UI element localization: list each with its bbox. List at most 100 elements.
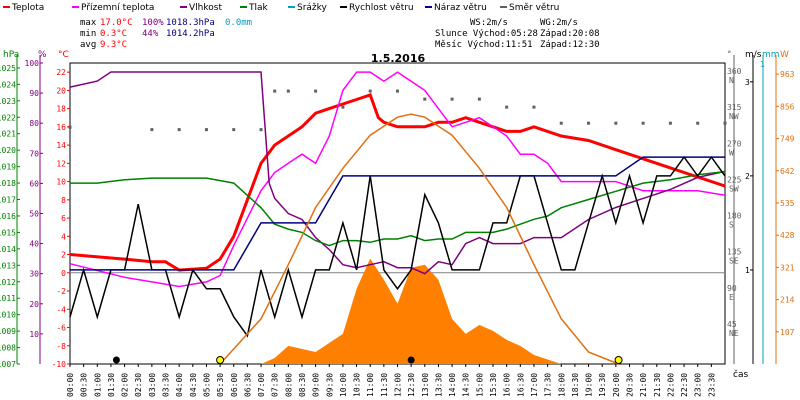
wind-direction-point — [668, 121, 672, 125]
time-tick-label: 15:00 — [475, 373, 484, 397]
stats-max-rain: 0.0mm — [225, 18, 252, 28]
legend-srazky: Srážky — [288, 3, 328, 13]
time-tick-label: 01:30 — [107, 373, 116, 397]
axis-wm2: 963 856 749 642 535 428 321 214 107 — [776, 70, 795, 337]
unit-mm: mm — [762, 50, 780, 60]
time-tick-label: 20:00 — [612, 373, 621, 397]
time-tick-label: 19:30 — [598, 373, 607, 397]
time-tick-label: 19:00 — [585, 373, 594, 397]
wind-direction-point — [450, 97, 454, 101]
time-tick-label: 08:00 — [284, 373, 293, 397]
wind-direction-point — [696, 121, 700, 125]
pct-tick-label: 30 — [29, 270, 39, 279]
svg-text:Směr větru: Směr větru — [509, 3, 559, 13]
ms-tick-label: 2 — [745, 172, 750, 181]
legend: Teplota Přízemní teplota Vlhkost Tlak Sr… — [3, 3, 559, 13]
time-tick-label: 07:30 — [271, 373, 280, 397]
hpa-tick-label: 1013 — [0, 261, 16, 270]
svg-text:Vlhkost: Vlhkost — [189, 3, 222, 13]
series-layer — [68, 71, 727, 365]
pct-tick-label: 90 — [29, 89, 39, 98]
wm2-tick-label: 856 — [780, 102, 795, 111]
wind-direction-point — [286, 89, 290, 93]
time-tick-label: 05:00 — [202, 373, 211, 397]
wind-direction-point — [177, 128, 181, 132]
hpa-tick-label: 1007 — [0, 360, 16, 369]
stats-block: max 17.0°C 100% 1018.3hPa 0.0mm min 0.3°… — [80, 18, 600, 50]
moon-marker — [407, 356, 415, 364]
stats-ws: WS:2m/s — [470, 18, 508, 28]
temp-tick-label: 2 — [61, 251, 66, 260]
time-tick-label: 18:30 — [571, 373, 580, 397]
stats-min-press: 1014.2hPa — [166, 29, 215, 39]
sun-marker — [614, 356, 623, 364]
series-slune-n-z-en- — [220, 258, 562, 364]
dir-tick-compass: S — [729, 221, 734, 230]
hpa-tick-label: 1024 — [0, 80, 16, 89]
hpa-tick-label: 1018 — [0, 179, 16, 188]
svg-text:Přízemní teplota: Přízemní teplota — [81, 3, 154, 13]
pct-tick-label: 20 — [29, 300, 39, 309]
svg-text:Náraz větru: Náraz větru — [434, 3, 487, 13]
time-tick-label: 10:30 — [353, 373, 362, 397]
wind-direction-point — [396, 89, 399, 93]
time-tick-label: 10:00 — [339, 373, 348, 397]
time-tick-label: 06:30 — [243, 373, 252, 397]
wm2-tick-label: 107 — [780, 328, 795, 337]
wm2-tick-label: 963 — [780, 70, 795, 79]
time-tick-label: 11:30 — [380, 373, 389, 397]
wm2-tick-label: 214 — [780, 296, 795, 305]
time-tick-label: 15:30 — [489, 373, 498, 397]
hpa-tick-label: 1025 — [0, 64, 16, 73]
hpa-tick-label: 1017 — [0, 196, 16, 205]
series-teplota — [69, 93, 726, 272]
series-p-zemn-teplota — [69, 71, 726, 288]
time-tick-label: 22:30 — [680, 373, 689, 397]
stats-avg-label: avg — [80, 40, 96, 50]
wind-direction-point — [477, 97, 481, 101]
time-tick-label: 22:00 — [666, 373, 675, 397]
series-rychlost-v-tru — [69, 155, 726, 338]
svg-text:Teplota: Teplota — [11, 3, 44, 13]
unit-hpa: hPa — [3, 50, 19, 60]
stats-max-press: 1018.3hPa — [166, 18, 215, 28]
legend-tlak: Tlak — [240, 3, 269, 13]
wind-direction-point — [204, 128, 208, 132]
wind-direction-point — [505, 105, 509, 109]
wm2-tick-label: 321 — [780, 263, 795, 272]
temp-tick-label: -10 — [52, 360, 67, 369]
hpa-tick-label: 1011 — [0, 294, 16, 303]
time-tick-label: 12:00 — [394, 373, 403, 397]
temp-tick-label: 14 — [56, 141, 66, 150]
time-tick-label: 09:00 — [312, 373, 321, 397]
svg-text:Tlak: Tlak — [248, 3, 269, 13]
pct-tick-label: 80 — [29, 119, 39, 128]
time-tick-label: 00:30 — [80, 373, 89, 397]
hpa-tick-label: 1021 — [0, 130, 16, 139]
temp-tick-label: 22 — [56, 68, 66, 77]
time-tick-label: 17:30 — [544, 373, 553, 397]
pct-tick-label: 50 — [29, 210, 39, 219]
hpa-tick-label: 1023 — [0, 97, 16, 106]
temp-tick-label: -8 — [56, 342, 66, 351]
unit-wm2: W — [780, 50, 789, 60]
stats-min-label: min — [80, 29, 96, 39]
time-tick-label: 02:30 — [134, 373, 143, 397]
stats-max-hum: 100% — [142, 18, 164, 28]
series-tlak — [70, 170, 726, 247]
wind-direction-point — [532, 105, 536, 109]
dir-tick-label: 45 — [727, 320, 737, 329]
temp-tick-label: 20 — [56, 86, 66, 95]
date-title: 1.5.2016 — [371, 52, 426, 65]
pct-tick-label: 60 — [29, 179, 39, 188]
legend-vlhkost: Vlhkost — [180, 3, 222, 13]
stats-moon-set: Západ:12:30 — [540, 40, 600, 50]
wind-direction-point — [614, 121, 618, 125]
wind-direction-point — [273, 89, 277, 93]
series-n-raz-v-tru — [70, 156, 725, 271]
dir-tick-compass: W — [729, 148, 734, 157]
